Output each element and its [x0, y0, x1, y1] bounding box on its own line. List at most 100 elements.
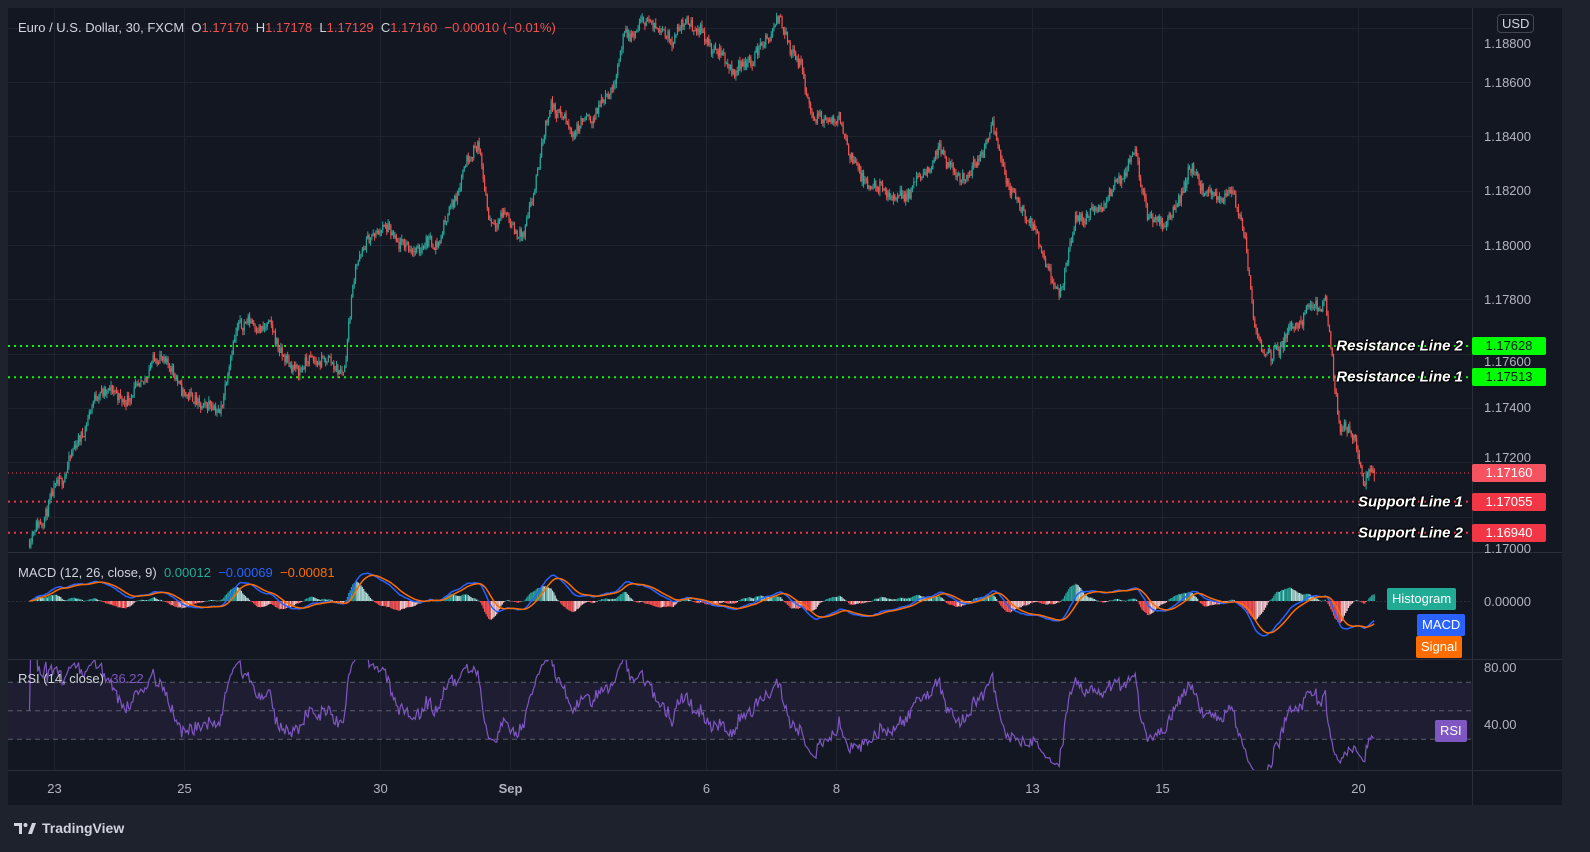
macd-histogram-bar — [876, 598, 878, 601]
candle-body — [54, 483, 56, 485]
candle-body — [450, 206, 452, 208]
candle — [845, 133, 847, 141]
macd-histogram-bar — [1255, 601, 1257, 620]
macd-histogram-bar — [162, 600, 164, 602]
candle-body — [335, 364, 338, 370]
candle — [284, 353, 286, 367]
candle — [71, 449, 73, 459]
macd-histogram-bar — [835, 597, 837, 601]
rsi-title: RSI (14, close) — [18, 671, 104, 686]
macd-histogram-bar — [257, 601, 259, 608]
candle-body — [1093, 207, 1096, 212]
candle-body — [429, 235, 431, 238]
candle-body — [580, 118, 582, 127]
candle — [87, 414, 89, 427]
candle-body — [1301, 321, 1303, 326]
macd-histogram-bar — [880, 596, 882, 601]
macd-histogram-bar — [297, 601, 300, 604]
macd-histogram-bar — [997, 601, 999, 602]
macd-histogram-bar — [1061, 599, 1063, 601]
macd-histogram-bar — [1050, 601, 1052, 605]
rsi-legend[interactable]: RSI (14, close) 36.22 — [18, 671, 144, 686]
macd-histogram-bar — [788, 601, 790, 606]
candle — [568, 118, 570, 130]
candle — [92, 400, 94, 409]
macd-histogram-bar — [1372, 594, 1374, 601]
candle-body — [1140, 177, 1142, 187]
macd-histogram-bar — [1267, 601, 1269, 603]
candle — [41, 521, 43, 529]
macd-histogram-bar — [543, 586, 545, 601]
macd-histogram-bar — [130, 601, 133, 606]
candle-body — [109, 388, 111, 391]
candle-body — [1240, 215, 1242, 220]
candle — [1274, 342, 1276, 350]
candle — [126, 391, 128, 407]
candle — [1171, 214, 1173, 221]
candle — [1169, 212, 1172, 220]
candle-body — [602, 98, 604, 103]
candle-body — [812, 113, 814, 118]
candle — [152, 351, 154, 364]
macd-histogram-bar — [164, 601, 166, 602]
candle-body — [1178, 196, 1180, 206]
candle — [1277, 341, 1279, 352]
macd-histogram-bar — [111, 601, 114, 606]
candle-body — [227, 374, 229, 384]
candle-body — [884, 188, 886, 191]
macd-legend[interactable]: MACD (12, 26, close, 9) 0.00012 −0.00069… — [18, 565, 335, 580]
candle-body — [1142, 190, 1144, 192]
macd-histogram-bar — [933, 597, 935, 601]
candle — [955, 168, 957, 180]
candle-body — [1188, 166, 1191, 169]
candle — [331, 361, 334, 365]
candle — [723, 48, 725, 56]
macd-histogram-bar — [330, 599, 332, 601]
candle — [520, 227, 522, 242]
candle — [179, 380, 181, 385]
candle — [1205, 190, 1207, 196]
candle — [1271, 358, 1274, 365]
candle-body — [1028, 220, 1030, 224]
candle — [710, 42, 713, 57]
macd-histogram-bar — [469, 596, 471, 601]
macd-histogram-bar — [807, 601, 809, 611]
candle-body — [850, 153, 852, 160]
candle-body — [1088, 216, 1090, 218]
currency-button[interactable]: USD — [1497, 14, 1535, 33]
candle-body — [380, 229, 382, 232]
symbol-title[interactable]: Euro / U.S. Dollar, 30, FXCM — [18, 20, 185, 35]
candle-body — [288, 358, 290, 367]
candle — [114, 389, 116, 395]
candle — [770, 30, 772, 42]
candle-body — [826, 118, 828, 121]
candle-body — [1319, 308, 1321, 310]
candle — [547, 116, 550, 126]
time-axis-tick: Sep — [498, 781, 523, 796]
candle — [743, 58, 745, 71]
candle-body — [133, 386, 135, 396]
candle-body — [1108, 189, 1111, 198]
candle-body — [725, 63, 727, 65]
macd-histogram-bar — [323, 598, 325, 601]
candle — [786, 31, 789, 45]
candle — [709, 39, 711, 48]
candle — [854, 156, 857, 164]
candle — [1141, 184, 1143, 195]
candle-body — [1239, 215, 1241, 217]
candle — [778, 15, 780, 25]
candle-body — [359, 255, 361, 262]
macd-histogram-bar — [62, 599, 65, 601]
candle-body — [1084, 222, 1086, 225]
footer-brand[interactable]: TradingView — [42, 820, 125, 836]
candle — [873, 177, 876, 189]
candle — [524, 224, 526, 241]
candle — [577, 120, 579, 134]
macd-histogram-bar — [754, 597, 756, 601]
candle-body — [708, 37, 710, 45]
macd-histogram-bar — [1316, 598, 1318, 601]
candle-body — [424, 246, 426, 248]
candle — [60, 475, 62, 479]
candle — [1021, 205, 1024, 217]
